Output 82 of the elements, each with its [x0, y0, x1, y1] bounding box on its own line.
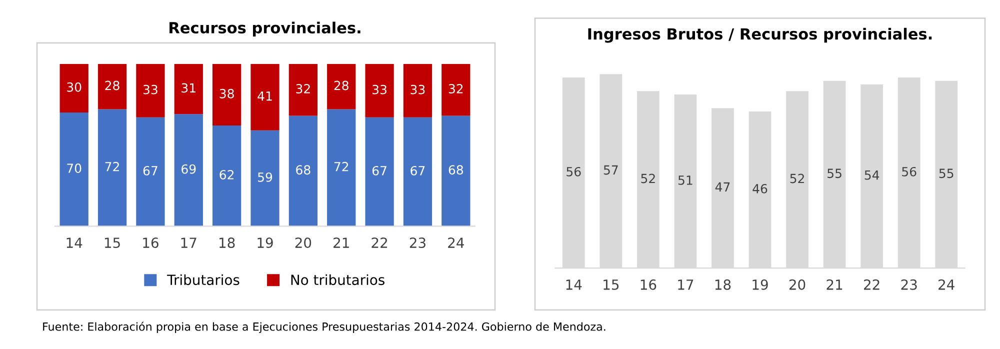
bar [327, 109, 356, 226]
bar [98, 109, 127, 226]
data-label: 28 [334, 80, 348, 90]
bar [365, 117, 394, 226]
x-tick-label: 18 [220, 238, 235, 248]
bar [136, 64, 165, 118]
data-label: 59 [258, 172, 272, 182]
data-label: 51 [678, 176, 692, 185]
x-tick-label: 14 [566, 280, 582, 290]
bar [327, 64, 356, 110]
data-label: 33 [143, 84, 158, 94]
x-tick-label: 24 [938, 279, 954, 290]
data-label: 54 [864, 170, 880, 180]
data-label: 46 [752, 184, 768, 194]
legend-label: Tributarios [167, 274, 240, 286]
bar [442, 64, 470, 116]
data-label: 33 [410, 84, 425, 94]
x-tick-label: 16 [143, 238, 158, 248]
data-label: 68 [448, 165, 464, 175]
data-label: 55 [939, 168, 954, 178]
bar [442, 116, 470, 226]
x-tick-label: 21 [334, 238, 349, 248]
x-tick-label: 21 [826, 279, 842, 290]
data-label: 32 [448, 84, 463, 94]
data-label: 30 [67, 82, 82, 92]
bar [250, 130, 280, 226]
bar [365, 64, 394, 118]
x-tick-label: 22 [864, 279, 880, 290]
legend-label: No tributarios [291, 274, 384, 286]
data-label: 67 [410, 166, 425, 176]
data-label: 52 [641, 174, 655, 184]
data-label: 69 [182, 164, 196, 174]
bar [98, 64, 127, 110]
data-label: 72 [334, 162, 348, 172]
x-tick-label: 19 [752, 279, 768, 290]
bar [288, 116, 318, 226]
data-label: 38 [220, 88, 234, 98]
chart-title: Recursos provinciales. [170, 22, 360, 36]
data-label: 57 [604, 165, 618, 175]
data-label: 41 [258, 91, 272, 101]
bar [288, 64, 318, 116]
bar [174, 64, 203, 114]
bar [136, 117, 165, 226]
data-label: 68 [296, 165, 310, 175]
data-label: 31 [182, 83, 196, 93]
x-tick-label: 16 [640, 279, 656, 290]
data-label: 56 [902, 166, 916, 176]
data-label: 72 [105, 162, 119, 172]
data-label: 33 [372, 84, 386, 94]
x-tick-label: 18 [715, 279, 731, 290]
data-label: 62 [220, 170, 234, 180]
x-tick-label: 24 [448, 238, 464, 248]
x-tick-label: 19 [258, 238, 273, 248]
bar [60, 112, 88, 226]
data-label: 52 [790, 174, 804, 184]
data-label: 55 [828, 168, 842, 178]
data-label: 67 [372, 166, 386, 176]
x-tick-label: 20 [789, 279, 806, 290]
bar [60, 64, 88, 113]
x-tick-label: 23 [410, 238, 426, 248]
bar [212, 126, 242, 226]
x-tick-label: 15 [104, 238, 120, 248]
data-label: 28 [105, 80, 120, 90]
x-tick-label: 20 [295, 238, 312, 248]
data-label: 67 [143, 166, 158, 176]
data-label: 70 [67, 164, 82, 173]
bar [212, 64, 242, 126]
x-tick-label: 17 [181, 238, 196, 248]
x-tick-label: 15 [604, 280, 619, 290]
bar [250, 64, 280, 130]
data-label: 56 [566, 166, 581, 176]
bar [403, 64, 432, 118]
x-tick-label: 17 [678, 280, 694, 290]
bar [403, 117, 432, 226]
source-note: Fuente: Elaboración propia en base a Ejecuciones Presupuestarias 2014-2024. Gobierno de Mendoza. [43, 322, 606, 333]
x-tick-label: 14 [66, 238, 82, 248]
bar [174, 114, 203, 226]
x-tick-label: 23 [901, 279, 917, 290]
chart-title: Ingresos Brutos / Recursos provinciales. [588, 28, 932, 43]
x-tick-label: 22 [372, 238, 387, 248]
data-label: 32 [296, 84, 310, 94]
data-label: 47 [715, 182, 730, 192]
